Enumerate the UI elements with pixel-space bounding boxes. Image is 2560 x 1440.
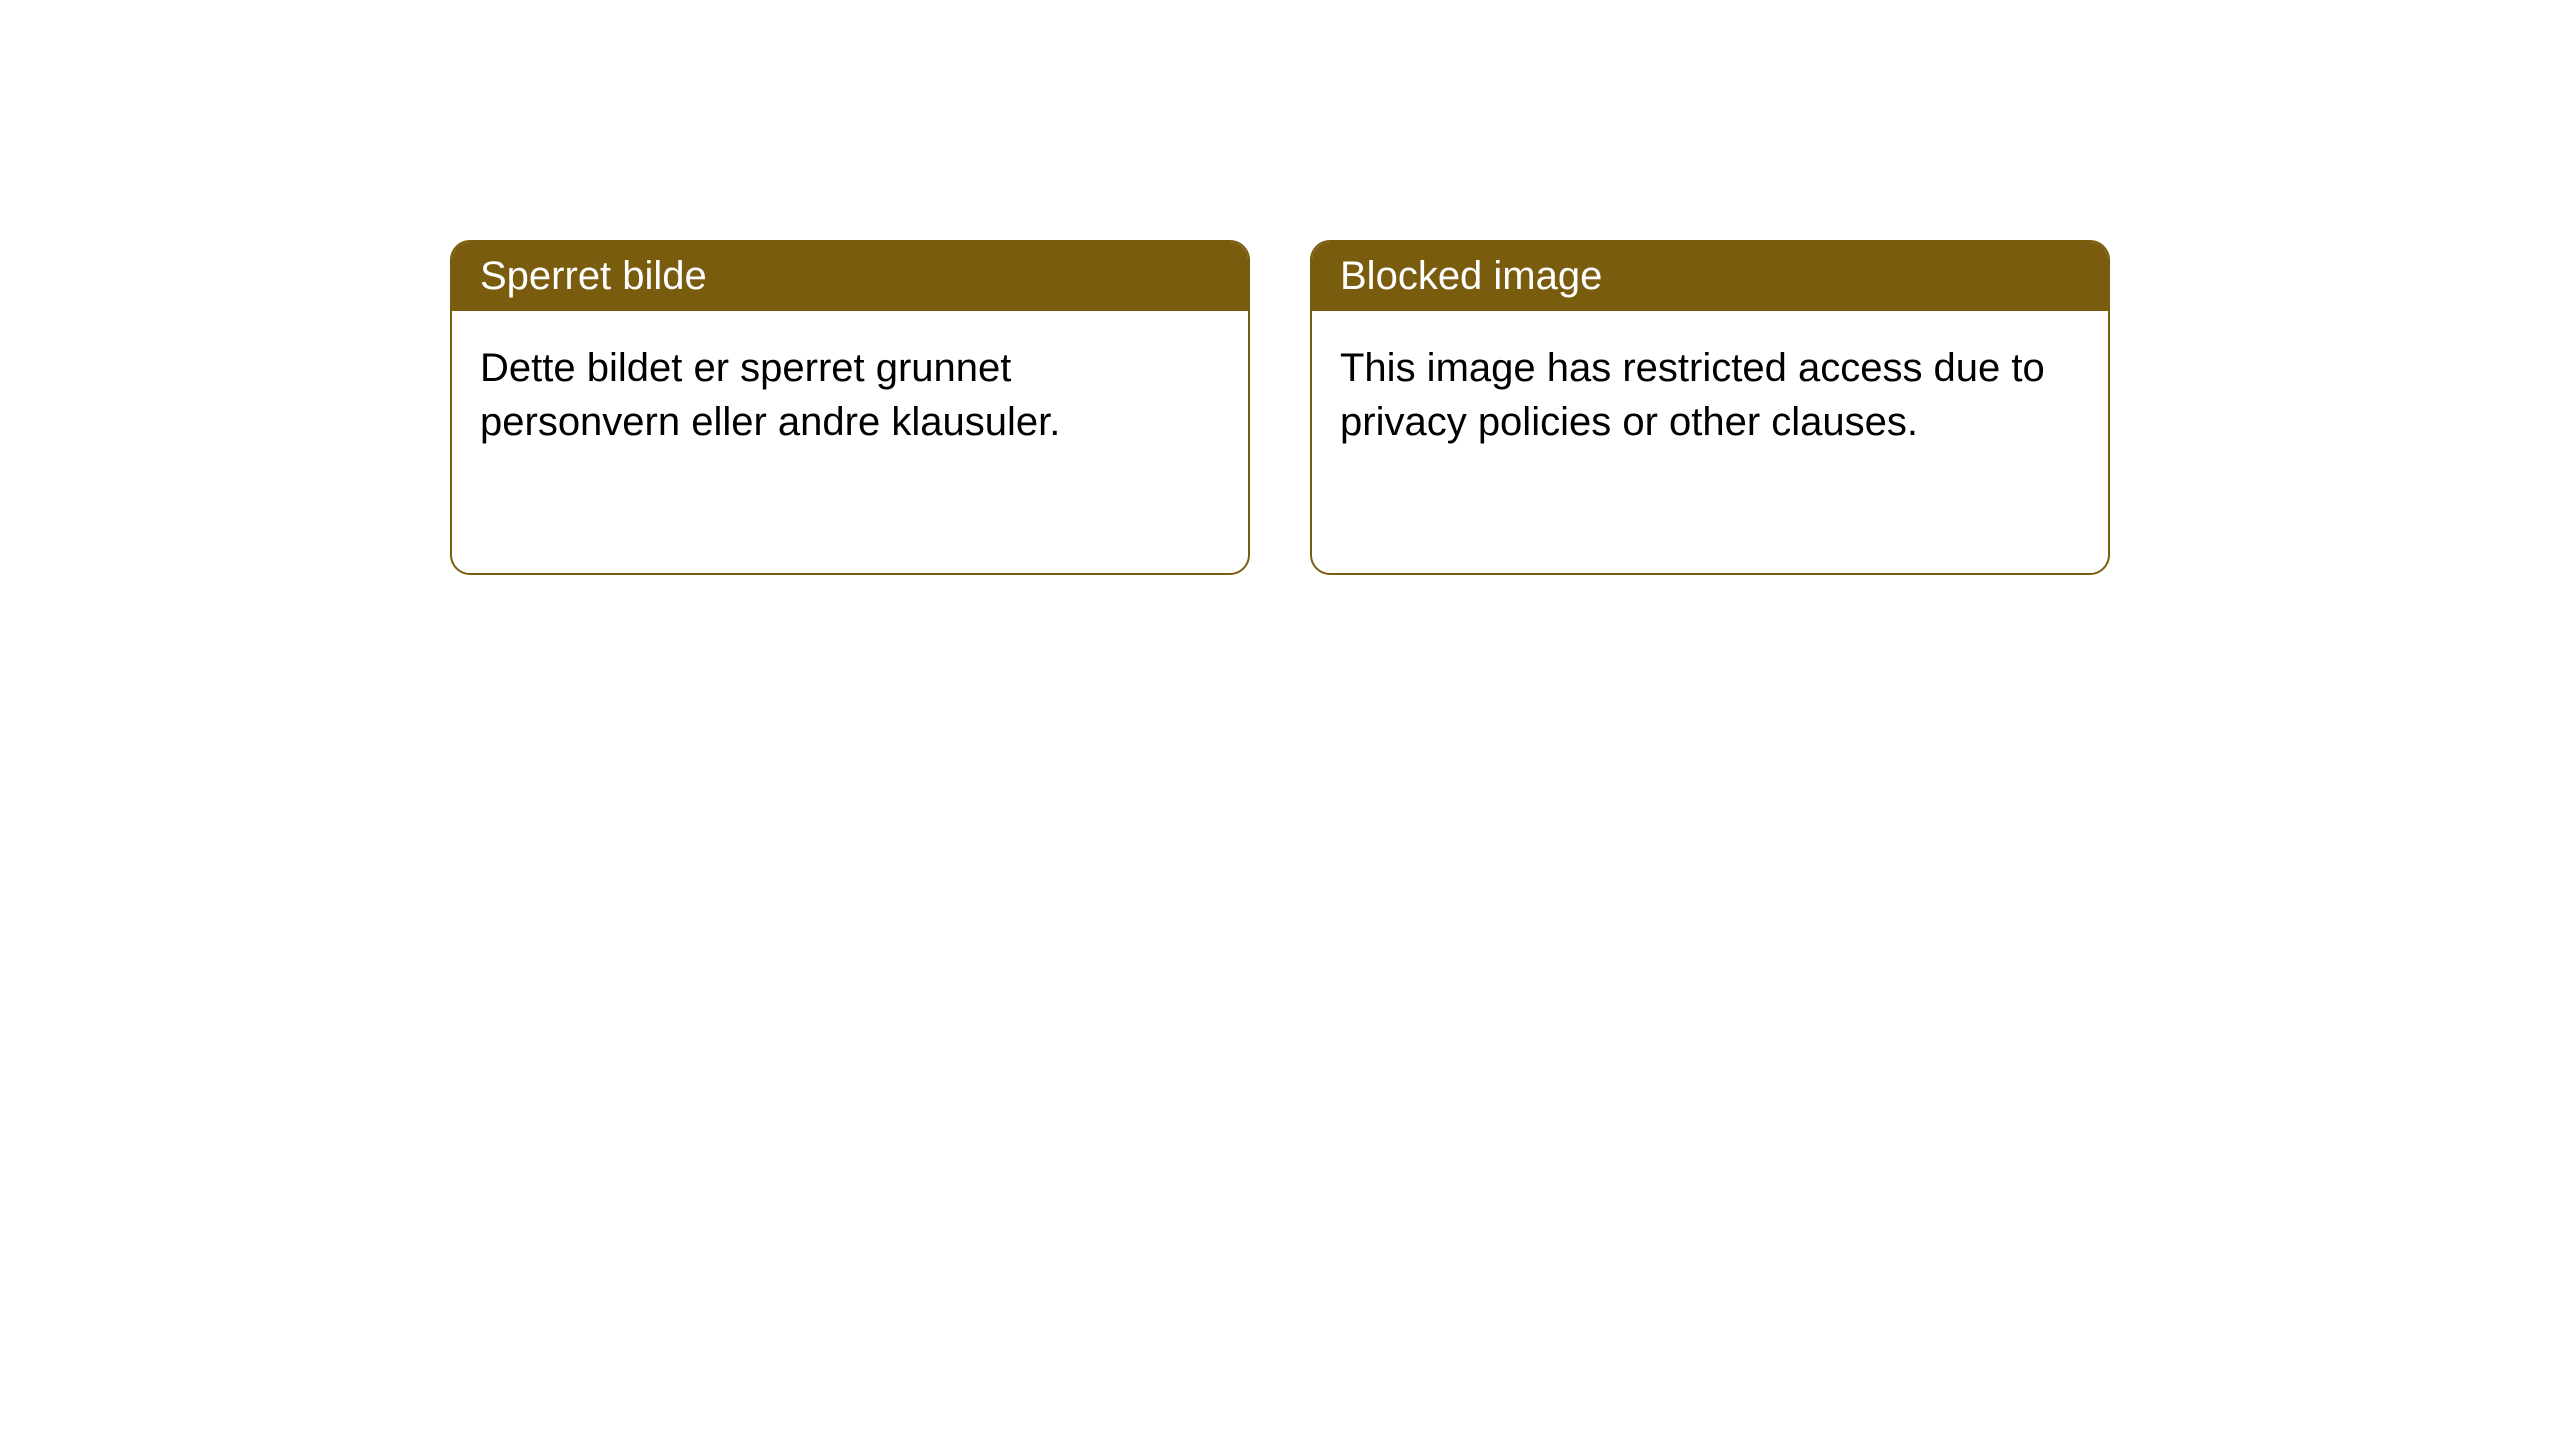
card-header: Sperret bilde xyxy=(452,242,1248,311)
notice-cards-container: Sperret bilde Dette bildet er sperret gr… xyxy=(450,240,2110,575)
card-body: This image has restricted access due to … xyxy=(1312,311,2108,479)
card-body: Dette bildet er sperret grunnet personve… xyxy=(452,311,1248,479)
notice-card-english: Blocked image This image has restricted … xyxy=(1310,240,2110,575)
card-header: Blocked image xyxy=(1312,242,2108,311)
notice-card-norwegian: Sperret bilde Dette bildet er sperret gr… xyxy=(450,240,1250,575)
